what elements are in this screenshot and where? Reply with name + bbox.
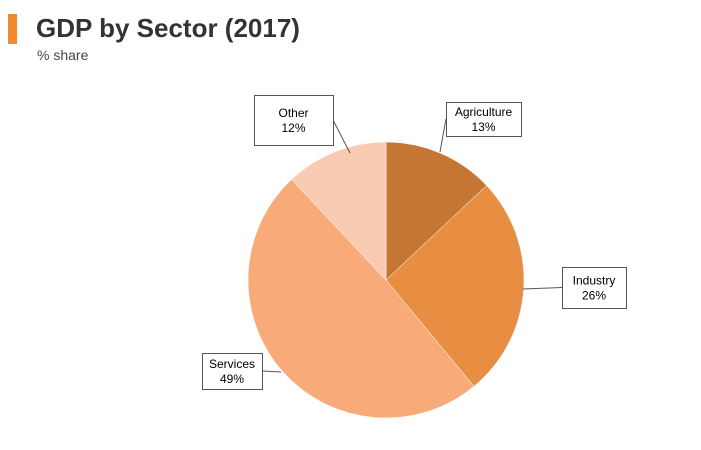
pie-slice-agriculture <box>385 141 487 281</box>
slice-value-label: 49% <box>220 372 244 386</box>
pie-slices <box>247 141 525 419</box>
callout-pointer-line <box>522 287 563 290</box>
callout-pointer-line <box>332 119 351 154</box>
slice-value-label: 12% <box>281 121 305 135</box>
slice-label: Services <box>209 357 255 371</box>
callout-pointer-line <box>261 370 282 373</box>
callout-pointer-line <box>439 118 447 153</box>
slice-label: Other <box>278 106 308 120</box>
callout-box <box>562 267 627 309</box>
pie-slice-services <box>247 179 475 419</box>
slice-label: Industry <box>573 274 616 288</box>
slice-label: Agriculture <box>455 105 513 119</box>
callout-box <box>446 102 522 137</box>
chart-subtitle: % share <box>37 47 89 63</box>
slice-value-label: 26% <box>582 289 606 303</box>
chart-title: GDP by Sector (2017) <box>36 13 300 43</box>
pie-slice-other <box>291 141 387 281</box>
callout-box <box>202 353 263 390</box>
title-accent-bar <box>8 14 17 44</box>
callout-box <box>254 95 334 146</box>
slice-value-label: 13% <box>471 120 495 134</box>
